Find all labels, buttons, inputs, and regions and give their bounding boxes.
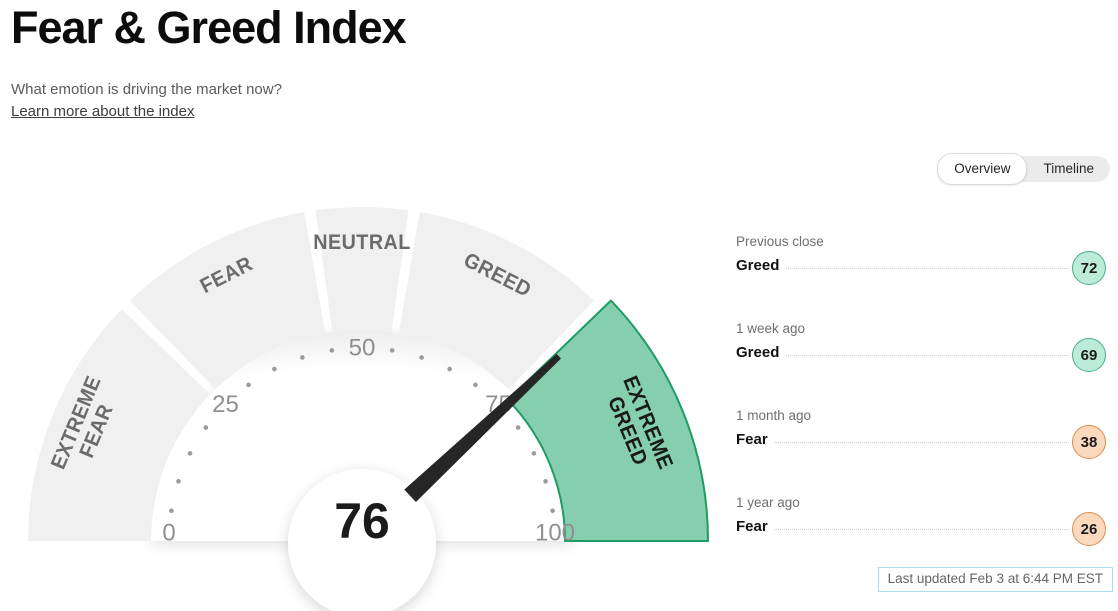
history-leader-line bbox=[786, 354, 1069, 356]
history-period-label: Previous close bbox=[736, 234, 824, 249]
page-title: Fear & Greed Index bbox=[11, 2, 407, 53]
gauge-tick-dot bbox=[531, 451, 537, 456]
gauge-dial bbox=[151, 330, 573, 541]
history-score-badge: 69 bbox=[1072, 338, 1106, 372]
gauge-tick-dot bbox=[300, 355, 305, 360]
history-period-label: 1 week ago bbox=[736, 321, 806, 336]
gauge-tick-dot bbox=[550, 508, 555, 514]
history-row: 1 year ago Fear 26 bbox=[736, 495, 1106, 546]
gauge-tick-dot bbox=[447, 366, 452, 372]
history-row: 1 week ago Greed 69 bbox=[736, 321, 1106, 372]
gauge-tick-dot bbox=[272, 366, 277, 372]
fear-greed-gauge: EXTREMEFEARFEARNEUTRALGREEDEXTREMEGREED0… bbox=[28, 207, 709, 611]
gauge-tick-number: 50 bbox=[349, 335, 376, 362]
learn-more-link[interactable]: Learn more about the index bbox=[11, 103, 195, 120]
history-sentiment-label: Fear bbox=[736, 430, 768, 448]
gauge-tick-dot bbox=[515, 425, 521, 430]
gauge-tick-number: 100 bbox=[535, 520, 575, 547]
gauge-tick-dot bbox=[329, 348, 335, 353]
history-row: 1 month ago Fear 38 bbox=[736, 408, 1106, 459]
gauge-tick-dot bbox=[419, 355, 424, 360]
history-leader-line bbox=[774, 528, 1069, 530]
history-sentiment-label: Greed bbox=[736, 343, 780, 361]
gauge-tick-dot bbox=[473, 382, 478, 388]
history-row: Previous close Greed 72 bbox=[736, 234, 1106, 285]
last-updated-badge: Last updated Feb 3 at 6:44 PM EST bbox=[877, 567, 1113, 592]
gauge-tick-dot bbox=[176, 479, 181, 484]
gauge-tick-number: 25 bbox=[212, 391, 239, 418]
history-sentiment-label: Greed bbox=[736, 256, 780, 274]
page-subtitle: What emotion is driving the market now? bbox=[11, 81, 282, 98]
history-period-label: 1 year ago bbox=[736, 495, 800, 510]
view-toggle: Overview Timeline bbox=[937, 152, 1110, 186]
history-leader-line bbox=[774, 441, 1069, 443]
gauge-segment bbox=[28, 308, 211, 541]
history-sentiment-label: Fear bbox=[736, 517, 768, 535]
gauge-tick-dot bbox=[246, 382, 251, 388]
gauge-segment-label: NEUTRAL bbox=[313, 232, 411, 255]
gauge-tick-dot bbox=[187, 451, 193, 456]
tab-timeline[interactable]: Timeline bbox=[1027, 156, 1110, 183]
gauge-tick-dot bbox=[169, 508, 174, 514]
gauge-center-disc bbox=[288, 469, 436, 611]
gauge-tick-dot bbox=[203, 425, 209, 430]
gauge-value: 76 bbox=[334, 493, 390, 549]
gauge-container: EXTREME FEAR FEAR NEUTRAL GREED EXTREME GREED 0… bbox=[8, 190, 718, 611]
gauge-tick-dot bbox=[389, 348, 395, 353]
history-period-label: 1 month ago bbox=[736, 408, 812, 423]
gauge-segment bbox=[315, 207, 409, 333]
history-panel: Previous close Greed 72 1 week ago Greed… bbox=[736, 234, 1106, 582]
gauge-tick-number: 0 bbox=[162, 520, 175, 547]
gauge-needle bbox=[404, 353, 562, 503]
gauge-tick-dot bbox=[543, 479, 548, 484]
history-score-badge: 38 bbox=[1072, 425, 1106, 459]
gauge-segment bbox=[398, 212, 595, 390]
history-leader-line bbox=[786, 267, 1069, 269]
gauge-segment bbox=[129, 212, 326, 390]
history-score-badge: 72 bbox=[1072, 251, 1106, 285]
tab-overview[interactable]: Overview bbox=[937, 152, 1028, 186]
svg-text:NEUTRAL: NEUTRAL bbox=[313, 232, 411, 255]
history-score-badge: 26 bbox=[1072, 512, 1106, 546]
